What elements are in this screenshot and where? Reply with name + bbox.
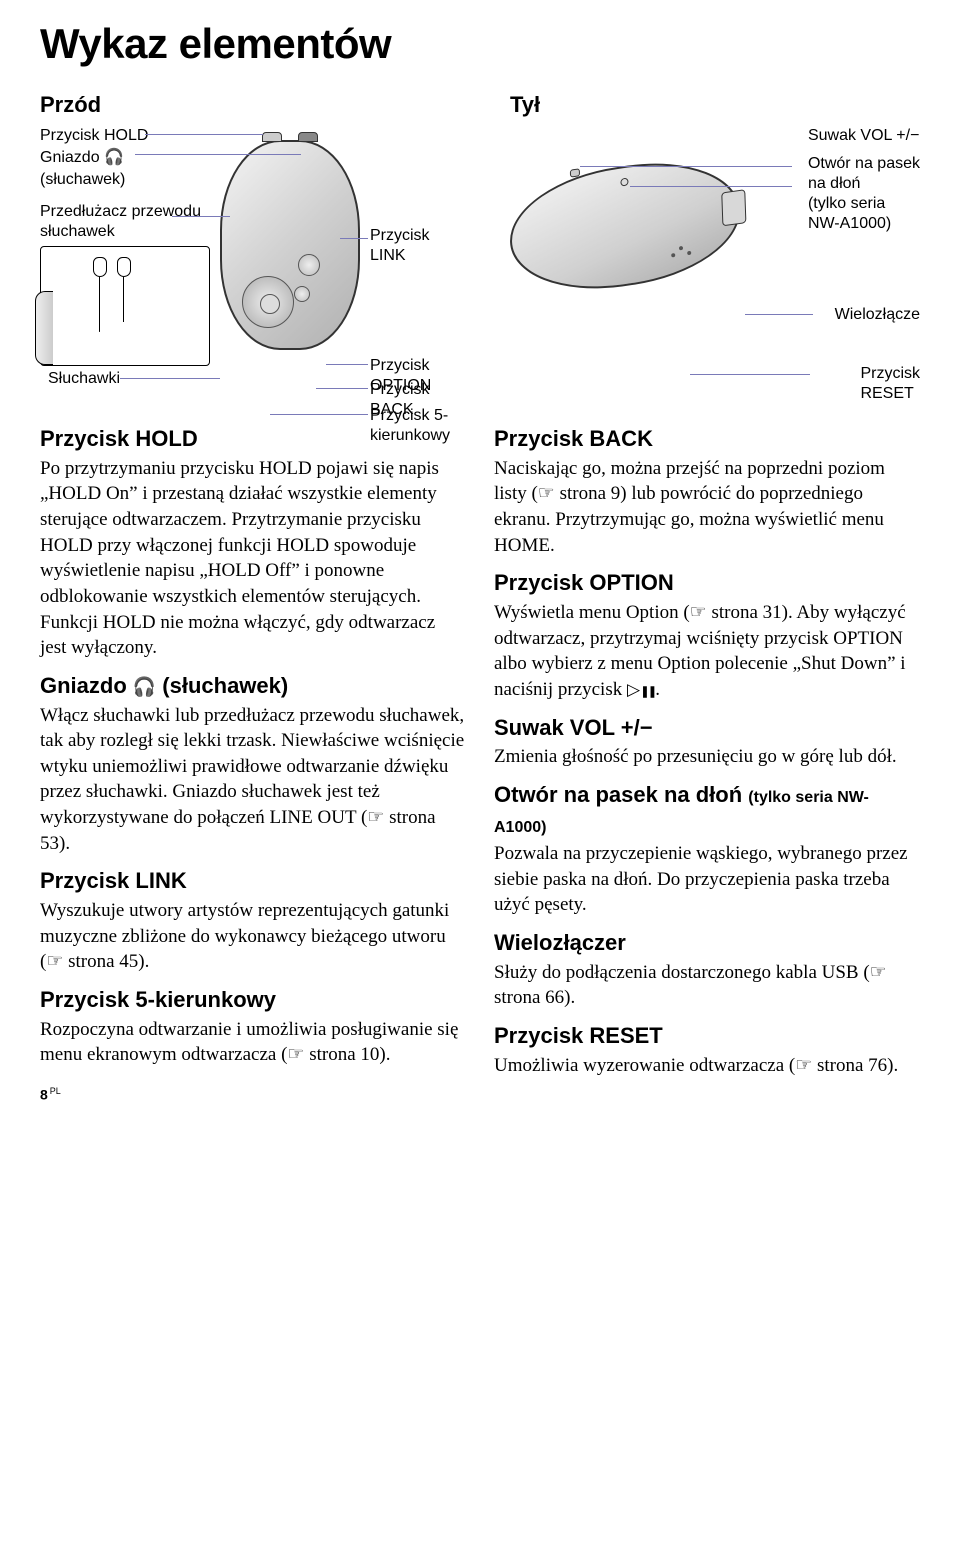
play-icon bbox=[627, 679, 640, 700]
left-column: Przycisk HOLD Po przytrzymaniu przycisku… bbox=[40, 414, 466, 1080]
device-back-illustration bbox=[510, 166, 750, 306]
label-extender-l1: Przedłużacz przewodu bbox=[40, 202, 201, 222]
device-edge-icon bbox=[35, 291, 53, 365]
front-top-labels: Przycisk HOLD Gniazdo 🎧 (słuchawek) bbox=[40, 126, 148, 192]
back-heading: Tył bbox=[510, 92, 920, 118]
callout-line bbox=[145, 134, 263, 135]
pause-icon bbox=[640, 679, 655, 700]
sec-link-p: Wyszukuje utwory artystów reprezentujący… bbox=[40, 898, 466, 975]
back-top-labels: Suwak VOL +/− Otwór na pasek na dłoń (ty… bbox=[808, 126, 920, 234]
label-reset-l1: Przycisk bbox=[860, 364, 920, 384]
label-jack: Gniazdo 🎧 bbox=[40, 148, 148, 168]
page-number-lang: PL bbox=[50, 1086, 61, 1096]
headphone-jack-icon bbox=[298, 132, 318, 142]
sec-strap-p: Pozwala na przyczepienie wąskiego, wybra… bbox=[494, 841, 920, 918]
label-strap-l3: (tylko seria bbox=[808, 194, 920, 214]
label-hold: Przycisk HOLD bbox=[40, 126, 148, 146]
label-jack-sub: (słuchawek) bbox=[40, 170, 148, 190]
label-strap-l4: NW-A1000) bbox=[808, 214, 920, 234]
back-button-icon bbox=[294, 286, 310, 302]
sec-option-p-pre: Wyświetla menu Option (☞ strona 31). Aby… bbox=[494, 602, 906, 700]
sec-multiconn-p: Służy do podłączenia dostarczonego kabla… bbox=[494, 960, 920, 1011]
label-5way: Przycisk 5-kierunkowy bbox=[370, 406, 450, 446]
sec-5way-h: Przycisk 5-kierunkowy bbox=[40, 985, 466, 1015]
sec-jack-p: Włącz słuchawki lub przedłużacz przewodu… bbox=[40, 703, 466, 857]
label-reset-l2: RESET bbox=[860, 384, 920, 404]
right-column: Przycisk BACK Naciskając go, można przej… bbox=[494, 414, 920, 1080]
earbud-icon bbox=[117, 257, 131, 277]
sec-backbtn-p: Naciskając go, można przejść na poprzedn… bbox=[494, 456, 920, 559]
dpad-icon bbox=[242, 276, 294, 328]
page-number: 8PL bbox=[40, 1086, 920, 1103]
sec-option-h: Przycisk OPTION bbox=[494, 568, 920, 598]
headphone-icon bbox=[133, 673, 156, 698]
vol-slider-icon bbox=[570, 168, 580, 177]
device-back-body-icon bbox=[508, 150, 742, 302]
page-title: Wykaz elementów bbox=[40, 20, 920, 68]
dots-icon bbox=[679, 246, 683, 251]
sec-backbtn-h: Przycisk BACK bbox=[494, 424, 920, 454]
callout-line bbox=[690, 374, 810, 375]
front-diagram: Przód Przycisk HOLD Gniazdo 🎧 (słuchawek… bbox=[40, 92, 450, 406]
callout-line bbox=[135, 154, 301, 155]
device-front-illustration bbox=[220, 126, 380, 356]
sec-reset-p: Umożliwia wyzerowanie odtwarzacza (☞ str… bbox=[494, 1053, 920, 1079]
sec-jack-h: Gniazdo (słuchawek) bbox=[40, 671, 466, 701]
callout-line bbox=[745, 314, 813, 315]
label-extender: Przedłużacz przewodu słuchawek bbox=[40, 202, 201, 242]
front-heading: Przód bbox=[40, 92, 450, 118]
sec-vol-h: Suwak VOL +/− bbox=[494, 713, 920, 743]
label-extender-l2: słuchawek bbox=[40, 222, 201, 242]
sec-5way-p: Rozpoczyna odtwarzanie i umożliwia posłu… bbox=[40, 1017, 466, 1068]
option-button-icon bbox=[298, 254, 320, 276]
device-body-icon bbox=[220, 140, 360, 350]
sec-option-p-post: . bbox=[655, 679, 660, 700]
wire-icon bbox=[99, 277, 100, 332]
sec-strap-h: Otwór na pasek na dłoń (tylko seria NW-A… bbox=[494, 780, 920, 839]
label-vol: Suwak VOL +/− bbox=[808, 126, 920, 146]
callout-line bbox=[580, 166, 792, 167]
page-number-num: 8 bbox=[40, 1087, 48, 1103]
body-columns: Przycisk HOLD Po przytrzymaniu przycisku… bbox=[40, 414, 920, 1080]
back-diagram: Tył Suwak VOL +/− Otwór na pasek na dłoń… bbox=[510, 92, 920, 406]
sec-multiconn-h: Wielozłączer bbox=[494, 928, 920, 958]
callout-line bbox=[340, 238, 368, 239]
label-link-l1: Przycisk bbox=[370, 226, 430, 246]
diagram-row: Przód Przycisk HOLD Gniazdo 🎧 (słuchawek… bbox=[40, 92, 920, 406]
callout-line bbox=[120, 378, 220, 379]
callout-line bbox=[270, 414, 368, 415]
label-strap-l1: Otwór na pasek bbox=[808, 154, 920, 174]
wire-icon bbox=[123, 277, 124, 322]
label-link-l2: LINK bbox=[370, 246, 430, 266]
sec-link-h: Przycisk LINK bbox=[40, 866, 466, 896]
sec-jack-h-pre: Gniazdo bbox=[40, 673, 133, 698]
callout-line bbox=[316, 388, 368, 389]
sec-strap-h-main: Otwór na pasek na dłoń bbox=[494, 782, 748, 807]
label-strap-l2: na dłoń bbox=[808, 174, 920, 194]
sec-jack-h-post: (słuchawek) bbox=[156, 673, 288, 698]
label-multiconn: Wielozłącze bbox=[835, 306, 920, 324]
label-reset: Przycisk RESET bbox=[860, 364, 920, 404]
earbud-icon bbox=[93, 257, 107, 277]
sec-vol-p: Zmienia głośność po przesunięciu go w gó… bbox=[494, 744, 920, 770]
hold-switch-icon bbox=[262, 132, 282, 142]
label-headphones: Słuchawki bbox=[48, 370, 120, 388]
headphones-illustration bbox=[40, 246, 210, 366]
label-link: Przycisk LINK bbox=[370, 226, 430, 266]
sec-reset-h: Przycisk RESET bbox=[494, 1021, 920, 1051]
callout-line bbox=[630, 186, 792, 187]
strap-hole-icon bbox=[620, 178, 628, 187]
callout-line bbox=[172, 216, 230, 217]
sec-option-p: Wyświetla menu Option (☞ strona 31). Aby… bbox=[494, 600, 920, 703]
sec-hold-p: Po przytrzymaniu przycisku HOLD pojawi s… bbox=[40, 456, 466, 661]
label-jack-text: Gniazdo 🎧 bbox=[40, 149, 124, 166]
callout-line bbox=[326, 364, 368, 365]
